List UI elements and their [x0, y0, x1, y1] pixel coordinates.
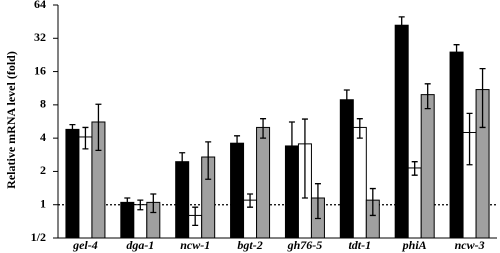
bar [65, 128, 80, 239]
bar [352, 126, 367, 239]
x-tick-label: gel-4 [72, 238, 98, 252]
error-bar [288, 121, 295, 197]
x-tick-label: ncw-1 [180, 238, 210, 252]
error-bar [69, 123, 76, 136]
error-bar [192, 206, 199, 227]
error-bar [398, 16, 405, 37]
y-tick-label: 32 [34, 30, 46, 44]
error-bar [205, 141, 212, 180]
x-tick-label: ncw-3 [455, 238, 485, 252]
x-tick-label: dga-1 [126, 238, 154, 252]
error-bar [343, 89, 350, 113]
error-bar [369, 187, 376, 217]
y-tick-label: 1/2 [31, 230, 46, 244]
y-tick-label: 2 [40, 163, 46, 177]
x-tick-label: gh76-5 [287, 238, 323, 252]
y-tick-label: 8 [40, 97, 46, 111]
error-bar [314, 183, 321, 220]
bar [339, 99, 354, 239]
error-bar [95, 103, 102, 152]
y-tick-label: 4 [40, 130, 46, 144]
error-bar [82, 126, 89, 150]
error-bar [179, 152, 186, 174]
error-bar [137, 199, 144, 211]
error-bar [356, 118, 363, 139]
bar [256, 126, 271, 239]
y-axis-label: Relative mRNA level (fold) [4, 51, 18, 189]
y-tick-label: 16 [34, 63, 46, 77]
x-tick-label: phiA [402, 238, 427, 252]
y-tick-label: 1 [40, 196, 46, 210]
bar [230, 142, 245, 239]
bar [449, 51, 464, 239]
error-bar [424, 83, 431, 110]
error-bar [411, 161, 418, 176]
x-tick-label: tdt-1 [348, 238, 371, 252]
bar [78, 136, 93, 239]
bar [420, 94, 435, 239]
y-tick-label: 64 [34, 0, 46, 11]
x-tick-label: bgt-2 [237, 238, 262, 252]
bar [407, 167, 422, 239]
error-bar [301, 118, 308, 199]
error-bar [150, 193, 157, 214]
error-bar [260, 118, 267, 139]
bar [394, 24, 409, 239]
error-bar [247, 193, 254, 208]
error-bar [479, 68, 486, 129]
error-bar [466, 112, 473, 166]
error-bar [453, 44, 460, 62]
error-bar [234, 135, 241, 153]
error-bar [124, 197, 131, 208]
